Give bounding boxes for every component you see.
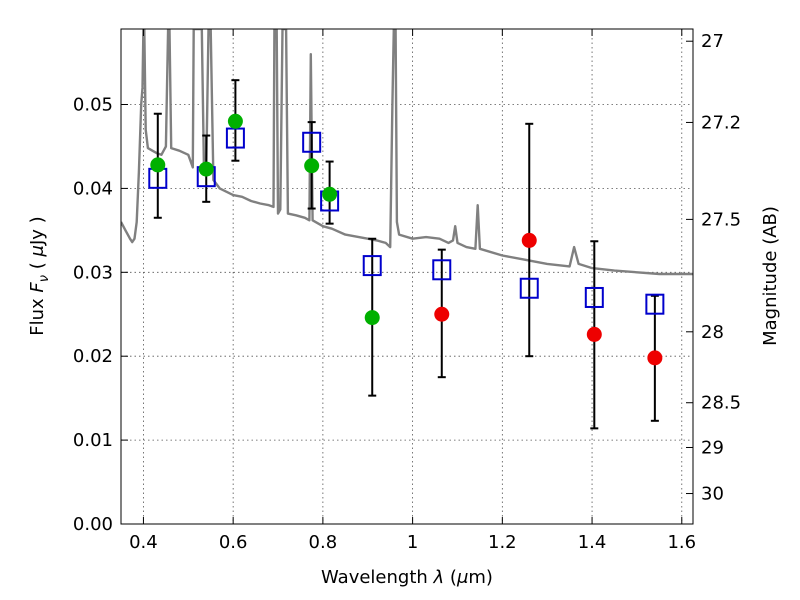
mag-tick-label: 29 xyxy=(701,437,724,458)
red-data-point xyxy=(586,326,602,342)
red-data-point xyxy=(647,350,663,366)
green-data-point xyxy=(150,157,166,173)
y-tick-label: 0.03 xyxy=(73,262,113,283)
mag-tick-label: 27.5 xyxy=(701,209,741,230)
mag-tick-label: 30 xyxy=(701,484,724,505)
x-tick-label: 0.4 xyxy=(129,532,158,553)
green-data-point xyxy=(364,310,380,326)
mag-tick-label: 27 xyxy=(701,31,724,52)
x-axis-label: Wavelength λ (μm) xyxy=(321,567,493,588)
grid xyxy=(121,29,693,525)
y-tick-label: 0.05 xyxy=(73,95,113,116)
model-photometry-square xyxy=(362,255,382,277)
mag-tick-label: 28.5 xyxy=(701,393,741,414)
model-photometry-square xyxy=(432,259,452,281)
plot-area xyxy=(121,29,693,430)
green-data-point xyxy=(198,161,214,177)
red-data-point xyxy=(434,306,450,322)
y-tick-label: 0.02 xyxy=(73,346,113,367)
x-tick-label: 1.2 xyxy=(488,532,517,553)
observed-points xyxy=(150,113,663,366)
y-tick-label: 0.01 xyxy=(73,430,113,451)
model-spectrum-line xyxy=(121,29,693,276)
green-data-point xyxy=(322,186,338,202)
y-tick-label: 0.04 xyxy=(73,178,113,199)
x-tick-label: 1.6 xyxy=(667,532,696,553)
mag-tick-label: 27.2 xyxy=(701,112,741,133)
axis-ticks xyxy=(121,29,693,525)
y-axis-label: Flux Fν ( μJy ) xyxy=(27,216,52,335)
axis-tick-labels: 0.4 0.6 0.8 1 1.2 1.4 1.6 0.00 0.01 0.02 0.03 0.04 0… xyxy=(73,31,741,553)
model-photometry-square xyxy=(519,277,539,299)
x-tick-label: 1.4 xyxy=(578,532,607,553)
y2-axis-label: Magnitude (AB) xyxy=(760,206,781,346)
mag-tick-label: 28 xyxy=(701,322,724,343)
plot-frame xyxy=(120,28,694,525)
green-data-point xyxy=(227,113,243,129)
green-data-point xyxy=(304,158,320,174)
x-tick-label: 0.8 xyxy=(309,532,338,553)
model-photometry-square xyxy=(645,293,665,315)
model-photometry-square xyxy=(302,131,322,153)
y-tick-label: 0.00 xyxy=(73,514,113,535)
x-tick-label: 1 xyxy=(407,532,418,553)
red-data-point xyxy=(521,232,537,248)
model-photometry-square xyxy=(584,286,604,308)
x-tick-label: 0.6 xyxy=(219,532,248,553)
